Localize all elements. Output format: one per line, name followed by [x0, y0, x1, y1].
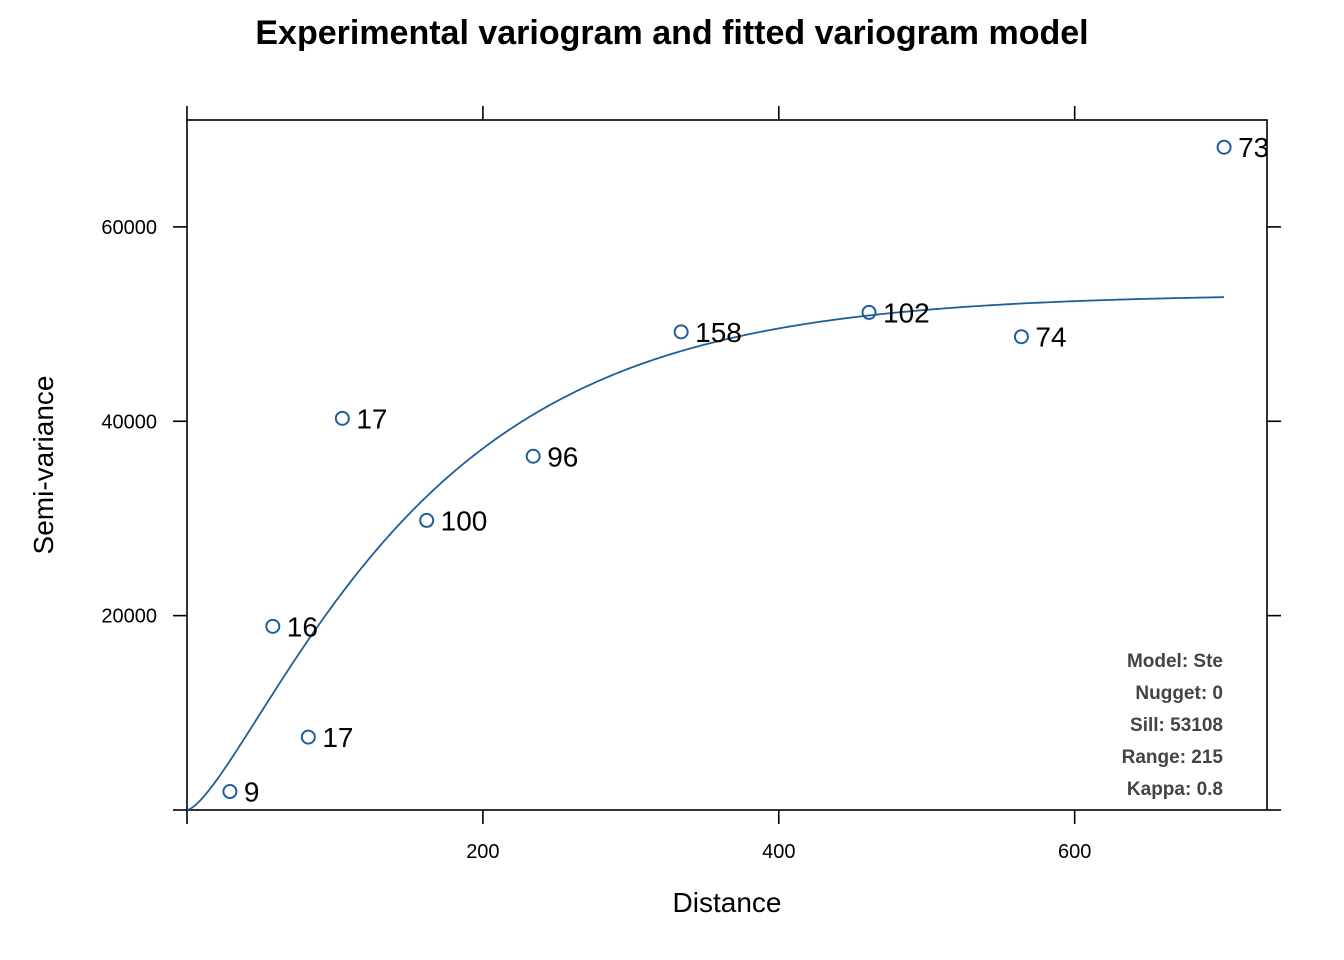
variogram-point: [861, 304, 877, 320]
x-tick-label: 200: [466, 841, 499, 863]
x-axis-label: Distance: [673, 887, 782, 918]
variogram-point: [1013, 329, 1029, 345]
point-count-label: 74: [1035, 322, 1066, 353]
point-count-label: 102: [883, 297, 930, 328]
model-legend: Model: Ste Nugget: 0 Sill: 53108 Range: 215…: [1122, 651, 1224, 800]
variogram-point: [300, 729, 316, 745]
plot-area: 9 16 17 17 100 96 158 102 74 73: [187, 132, 1269, 810]
fitted-model-curve: [187, 296, 1225, 810]
variogram-point: [1216, 139, 1232, 155]
y-axis-ticks: 20000 40000 60000: [101, 217, 1281, 811]
point-count-label: 16: [287, 611, 318, 642]
point-count-label: 17: [322, 722, 353, 753]
point-count-label: 17: [356, 403, 387, 434]
point-count-label: 9: [244, 777, 260, 808]
y-tick-label: 60000: [101, 217, 157, 239]
chart-title: Experimental variogram and fitted variog…: [255, 14, 1088, 52]
x-axis-ticks: 200 400 600: [186, 106, 1091, 863]
plot-frame: [186, 119, 1268, 811]
y-axis-label: Semi-variance: [28, 376, 59, 555]
legend-line: Model: Ste: [1127, 651, 1223, 672]
legend-line: Nugget: 0: [1135, 683, 1223, 704]
x-tick-label: 400: [762, 841, 795, 863]
point-count-label: 96: [547, 441, 578, 472]
data-points: 9 16 17 17 100 96 158 102 74 73: [222, 132, 1269, 808]
variogram-point: [222, 784, 238, 800]
variogram-point: [419, 512, 435, 528]
variogram-point: [265, 618, 281, 634]
legend-line: Sill: 53108: [1130, 715, 1223, 736]
legend-line: Kappa: 0.8: [1127, 779, 1223, 800]
y-tick-label: 40000: [101, 411, 157, 433]
legend-line: Range: 215: [1122, 747, 1224, 768]
y-tick-label: 20000: [101, 606, 157, 628]
point-count-label: 73: [1238, 132, 1269, 163]
x-tick-label: 600: [1058, 841, 1091, 863]
point-count-label: 158: [695, 317, 742, 348]
variogram-point: [334, 410, 350, 426]
variogram-point: [525, 448, 541, 464]
point-count-label: 100: [441, 505, 488, 536]
variogram-point: [673, 324, 689, 340]
